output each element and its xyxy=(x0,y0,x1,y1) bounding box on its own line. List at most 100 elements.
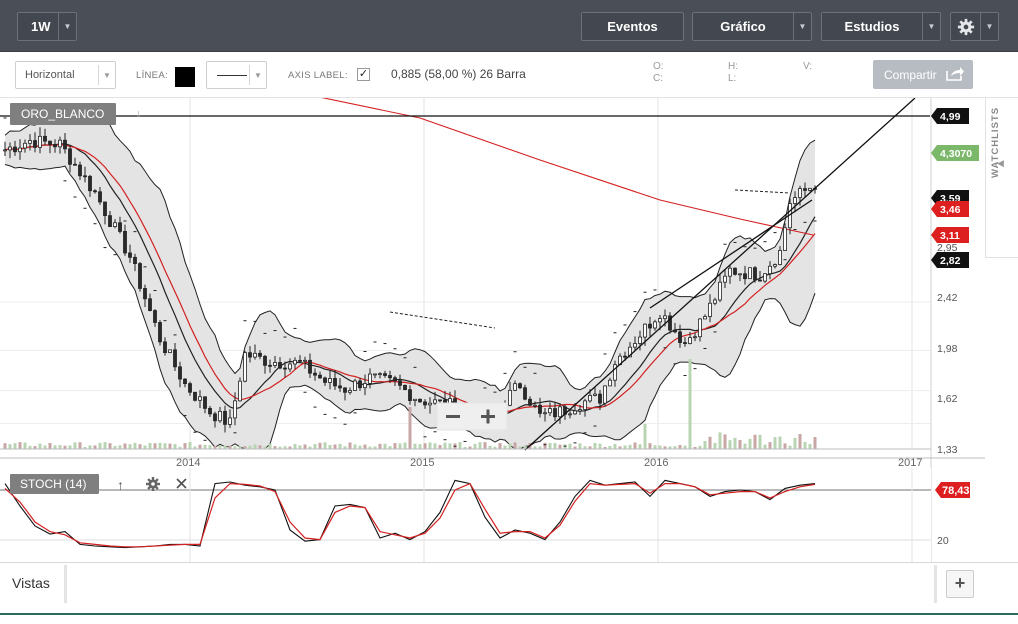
candle xyxy=(758,271,762,282)
zoom-in-icon[interactable] xyxy=(481,409,495,424)
candle xyxy=(278,357,282,370)
candle xyxy=(528,396,532,407)
candle xyxy=(773,263,777,269)
candle xyxy=(108,210,112,228)
stoch-value-label: 78,43 xyxy=(935,482,970,498)
candle xyxy=(13,140,17,156)
candle xyxy=(243,350,247,383)
volume-bar xyxy=(43,445,47,449)
volume-bar xyxy=(318,442,322,449)
volume-bar xyxy=(743,443,747,449)
volume-bar xyxy=(543,442,547,449)
volume-bar xyxy=(148,442,152,449)
volume-bar xyxy=(733,437,737,449)
volume-bar xyxy=(663,446,667,449)
dashed-resistance-line-2 xyxy=(734,189,791,194)
candle xyxy=(328,370,332,390)
zoom-out-icon[interactable] xyxy=(446,415,460,418)
line-color-swatch[interactable] xyxy=(175,67,195,87)
volume-bar xyxy=(238,446,242,449)
candle xyxy=(193,391,197,402)
stoch-label-box[interactable]: STOCH (14) xyxy=(10,474,99,494)
gear-icon xyxy=(957,18,975,35)
views-tab[interactable]: Vistas xyxy=(12,575,50,591)
candle xyxy=(103,201,107,225)
trend-line-short[interactable] xyxy=(649,199,813,309)
volume-bar xyxy=(93,445,97,449)
candle xyxy=(783,223,787,251)
add-view-button[interactable]: + xyxy=(946,570,974,598)
volume-bar xyxy=(518,446,522,449)
trend-line-main[interactable] xyxy=(524,97,916,451)
candle xyxy=(33,132,37,153)
studies-dropdown[interactable]: Estudios ▼ xyxy=(821,12,941,41)
volume-bar xyxy=(268,443,272,449)
stoch-close-icon[interactable] xyxy=(176,478,187,489)
volume-bar xyxy=(633,442,637,449)
volume-bar xyxy=(188,442,192,449)
volume-bar xyxy=(423,443,427,449)
candle xyxy=(693,332,697,342)
symbol-label: ORO_BLANCO xyxy=(21,107,104,121)
candle xyxy=(713,297,717,306)
volume-bar xyxy=(388,446,392,449)
line-dash-select[interactable]: ▼ xyxy=(206,61,267,89)
watchlists-tab[interactable]: ◀ WATCHLISTS xyxy=(985,98,1018,258)
candle xyxy=(518,382,522,390)
volume-bar xyxy=(723,434,727,449)
candle xyxy=(118,216,122,234)
volume-bar xyxy=(28,445,32,449)
chevron-down-icon: ▼ xyxy=(58,13,76,40)
candle xyxy=(93,189,97,194)
candle xyxy=(183,378,187,388)
volume-bar xyxy=(63,445,67,449)
volume-bar xyxy=(468,446,472,449)
volume-bar xyxy=(213,446,217,449)
events-button[interactable]: Eventos xyxy=(581,12,684,41)
chart-type-dropdown[interactable]: Gráfico ▼ xyxy=(692,12,812,41)
share-button[interactable]: Compartir xyxy=(873,60,973,89)
axis-label-checkbox[interactable]: ✓ xyxy=(357,68,370,81)
volume-bar xyxy=(713,442,717,449)
candle xyxy=(718,273,722,303)
volume-bar xyxy=(293,444,297,449)
svg-text:78,43: 78,43 xyxy=(942,485,970,497)
candle xyxy=(653,319,657,331)
settings-dropdown[interactable]: ▼ xyxy=(950,12,999,41)
volume-bar xyxy=(428,442,432,449)
volume-bar xyxy=(488,445,492,449)
volume-bar xyxy=(183,443,187,449)
candle xyxy=(63,133,67,154)
x-tick-label: 2015 xyxy=(410,457,434,469)
candle xyxy=(198,390,202,409)
candle xyxy=(793,191,797,213)
candle xyxy=(273,356,277,369)
price-chart[interactable]: 2014 2015 2016 2017 2,95 2,42 1,98 1,62 1,33 4,… xyxy=(0,92,985,562)
interval-dropdown[interactable]: 1W ▼ xyxy=(17,12,77,41)
volume-bar xyxy=(163,443,167,449)
volume-bar xyxy=(788,445,792,449)
price-label-tag xyxy=(931,252,969,268)
candle xyxy=(133,253,137,272)
volume-bar xyxy=(603,446,607,449)
stoch-settings-icon[interactable] xyxy=(146,477,160,491)
volume-bar xyxy=(353,444,357,449)
zoom-control xyxy=(436,402,508,431)
arrow-up-icon[interactable]: ↑ xyxy=(117,477,124,493)
volume-bar xyxy=(668,446,672,449)
ohlc-open: O: xyxy=(653,61,664,72)
candle xyxy=(678,324,682,348)
symbol-label-box[interactable]: ORO_BLANCO xyxy=(10,103,116,125)
volume-bar xyxy=(793,437,797,449)
candle xyxy=(88,174,92,197)
y-tick-label: 1,62 xyxy=(937,393,958,405)
candle xyxy=(358,377,362,391)
chart-area[interactable]: 2014 2015 2016 2017 2,95 2,42 1,98 1,62 1,33 4,… xyxy=(0,92,985,562)
candle xyxy=(178,361,182,388)
line-style-select[interactable]: Horizontal ▼ xyxy=(15,61,116,89)
volume-bar xyxy=(638,444,642,449)
volume-bar xyxy=(103,442,107,449)
volume-bar xyxy=(23,442,27,449)
volume-bar xyxy=(73,442,77,449)
candle xyxy=(258,350,262,360)
